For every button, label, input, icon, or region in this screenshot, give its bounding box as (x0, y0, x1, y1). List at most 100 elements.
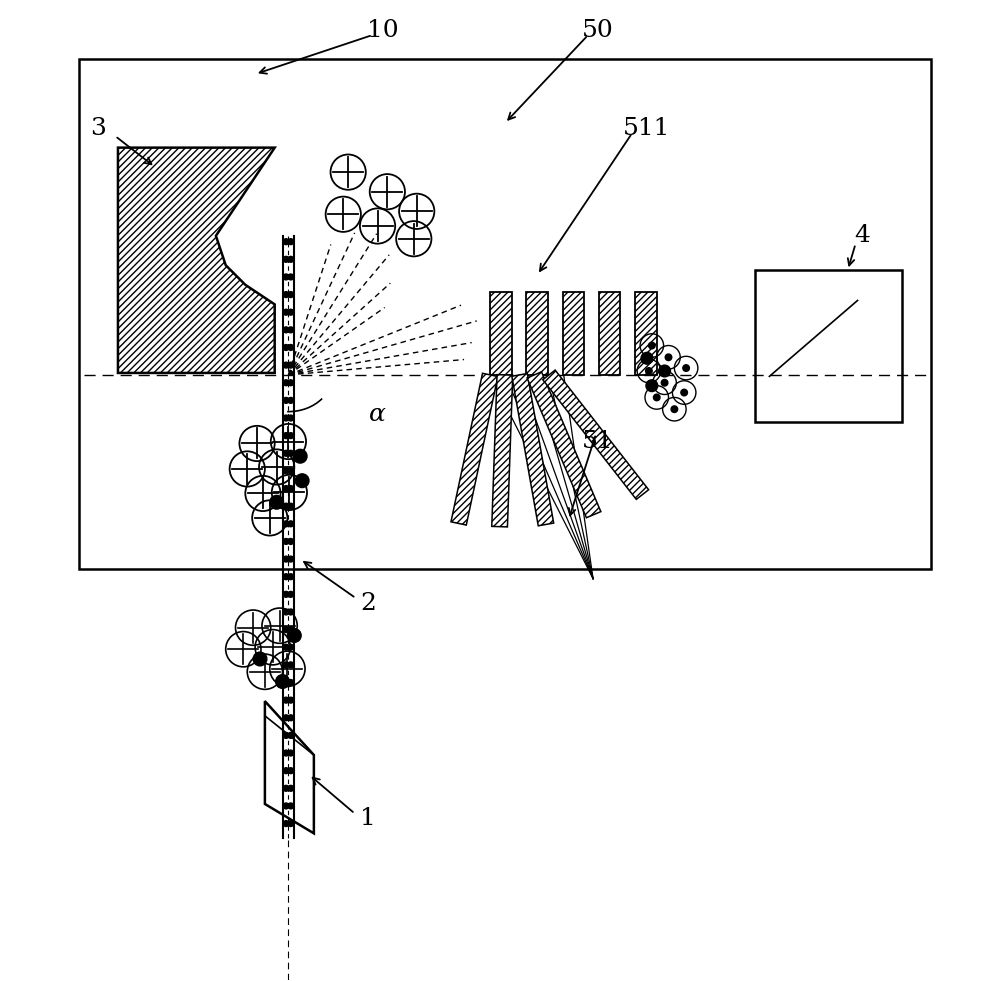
Circle shape (288, 503, 294, 509)
Circle shape (283, 415, 289, 421)
Circle shape (283, 556, 289, 562)
Circle shape (659, 365, 670, 377)
Circle shape (283, 768, 289, 774)
Circle shape (283, 803, 289, 809)
Polygon shape (512, 374, 554, 526)
Circle shape (283, 521, 289, 527)
Polygon shape (527, 372, 601, 518)
Circle shape (288, 256, 294, 262)
Circle shape (288, 750, 294, 756)
Circle shape (283, 645, 289, 650)
Circle shape (270, 495, 284, 509)
Circle shape (288, 486, 294, 491)
Circle shape (283, 592, 289, 597)
Circle shape (283, 786, 289, 792)
Bar (79, 60, 931, 569)
PathPatch shape (118, 147, 275, 373)
Circle shape (293, 449, 307, 463)
Circle shape (287, 629, 301, 643)
Circle shape (288, 574, 294, 580)
Circle shape (288, 733, 294, 739)
Circle shape (288, 238, 294, 244)
Polygon shape (543, 370, 649, 499)
Text: 10: 10 (367, 19, 398, 41)
Circle shape (283, 433, 289, 439)
Circle shape (283, 733, 289, 739)
Circle shape (253, 652, 267, 666)
Circle shape (288, 803, 294, 809)
Circle shape (283, 380, 289, 386)
Circle shape (288, 433, 294, 439)
Circle shape (283, 609, 289, 615)
Circle shape (288, 645, 294, 650)
Circle shape (283, 468, 289, 474)
Bar (599, 291, 620, 375)
Circle shape (288, 539, 294, 544)
Circle shape (288, 627, 294, 633)
Circle shape (283, 486, 289, 491)
Polygon shape (492, 375, 513, 527)
Circle shape (283, 344, 289, 350)
Circle shape (681, 389, 687, 395)
Circle shape (288, 768, 294, 774)
Circle shape (288, 291, 294, 297)
Circle shape (646, 368, 652, 375)
Circle shape (283, 715, 289, 721)
Polygon shape (451, 374, 498, 525)
Circle shape (283, 627, 289, 633)
Circle shape (283, 821, 289, 827)
Circle shape (661, 380, 668, 387)
Circle shape (641, 352, 653, 364)
Circle shape (283, 256, 289, 262)
Bar (563, 291, 584, 375)
Circle shape (653, 394, 660, 400)
Circle shape (646, 380, 658, 391)
Circle shape (288, 662, 294, 668)
Text: 4: 4 (855, 225, 870, 247)
Circle shape (288, 786, 294, 792)
Circle shape (649, 342, 655, 349)
Circle shape (283, 503, 289, 509)
Circle shape (295, 474, 309, 488)
Circle shape (288, 274, 294, 280)
Circle shape (288, 450, 294, 456)
Circle shape (665, 354, 672, 361)
Circle shape (288, 327, 294, 333)
Circle shape (288, 680, 294, 686)
Circle shape (288, 715, 294, 721)
Circle shape (283, 662, 289, 668)
Circle shape (683, 365, 689, 372)
Circle shape (288, 556, 294, 562)
Bar (526, 291, 548, 375)
Circle shape (288, 362, 294, 368)
Circle shape (288, 697, 294, 703)
Text: α: α (369, 402, 386, 426)
Text: 2: 2 (360, 592, 376, 615)
Circle shape (283, 680, 289, 686)
Circle shape (283, 539, 289, 544)
Circle shape (671, 406, 678, 412)
Circle shape (288, 592, 294, 597)
Bar (635, 291, 657, 375)
Circle shape (283, 450, 289, 456)
Circle shape (283, 574, 289, 580)
Circle shape (288, 821, 294, 827)
Text: 3: 3 (90, 117, 106, 139)
Circle shape (288, 309, 294, 315)
Text: 50: 50 (582, 19, 614, 41)
Text: 51: 51 (582, 430, 614, 453)
Circle shape (283, 362, 289, 368)
Text: 511: 511 (623, 117, 671, 139)
Circle shape (283, 697, 289, 703)
Circle shape (283, 327, 289, 333)
Circle shape (288, 609, 294, 615)
Bar (490, 291, 512, 375)
Circle shape (283, 274, 289, 280)
Circle shape (288, 397, 294, 403)
Circle shape (283, 291, 289, 297)
Circle shape (283, 750, 289, 756)
Bar (755, 270, 902, 422)
Circle shape (276, 675, 289, 689)
Circle shape (288, 468, 294, 474)
Circle shape (283, 397, 289, 403)
